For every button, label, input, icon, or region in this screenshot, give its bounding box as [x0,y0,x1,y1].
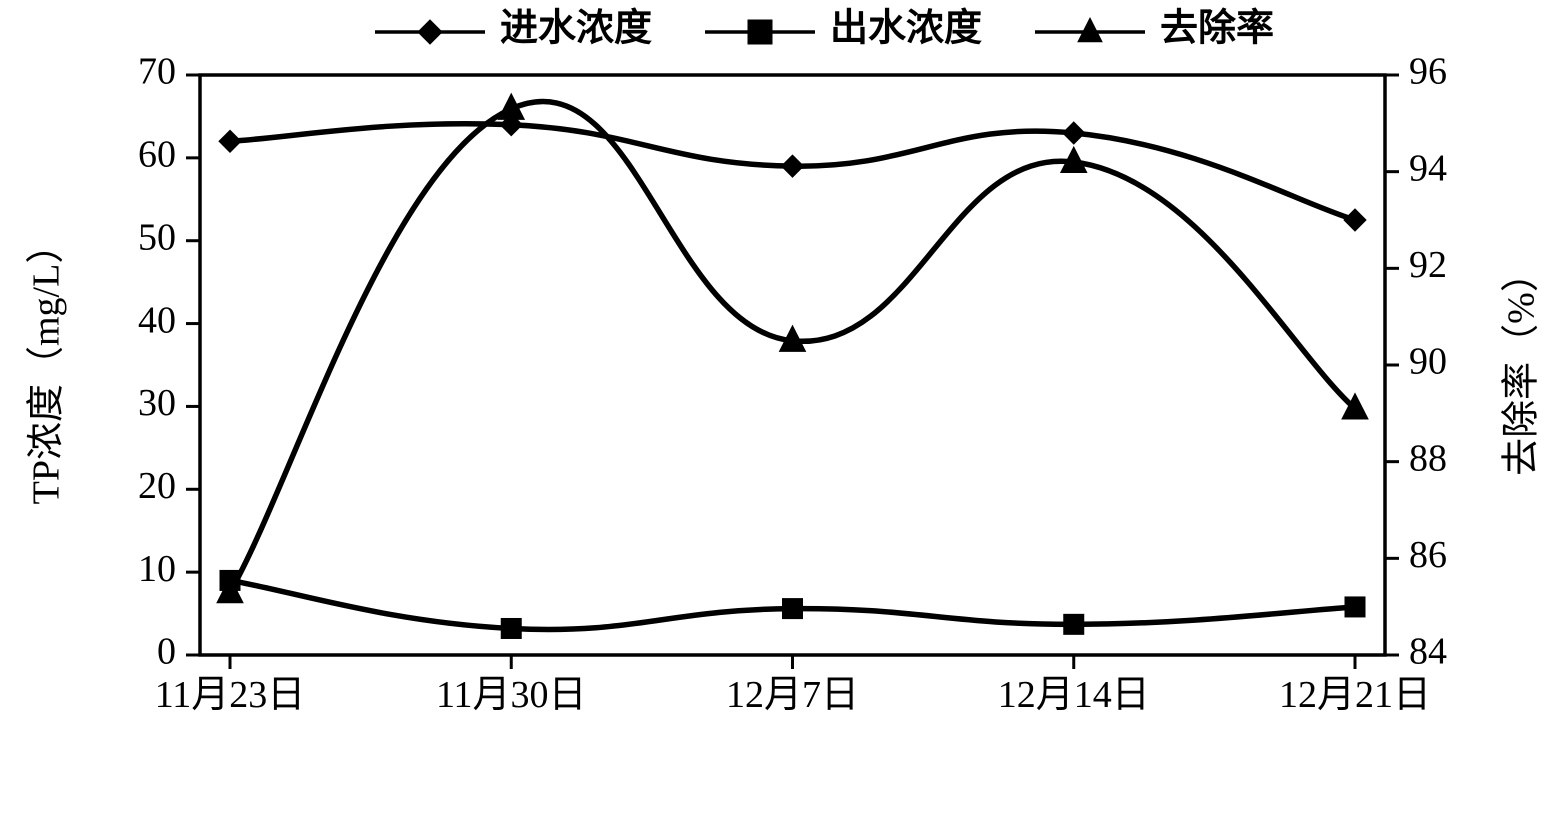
legend-label: 出水浓度 [830,8,982,50]
series-marker-进水浓度 [1344,209,1366,231]
legend-marker [748,20,772,44]
chart-svg: 0 10 20 30 40 50 60 70 TP浓度（mg/L） 84 86 88 90 92 94 96 去… [0,0,1555,817]
yright-tick-label: 96 [1409,51,1447,93]
x-tick-label: 11月23日 [155,674,306,716]
legend-label: 进水浓度 [500,8,652,50]
yright-tick-label: 88 [1409,437,1447,479]
series-marker-进水浓度 [219,130,241,152]
yright-tick-label: 90 [1409,341,1447,383]
series-marker-进水浓度 [1063,122,1085,144]
yleft-tick-label: 20 [138,465,176,507]
yright-tick-label: 94 [1409,147,1447,189]
yright-title: 去除率（%） [1501,254,1543,476]
yright-tick-label: 86 [1409,534,1447,576]
series-marker-出水浓度 [1345,597,1365,617]
yleft-tick-label: 10 [138,548,176,590]
x-tick-label: 12月7日 [726,674,859,716]
series-marker-出水浓度 [501,618,521,638]
x-tick-label: 12月21日 [1279,674,1431,716]
legend-marker [418,20,442,44]
yright-tick-label: 92 [1409,244,1447,286]
yleft-tick-label: 30 [138,382,176,424]
series-marker-进水浓度 [782,155,804,177]
chart-stage: 0 10 20 30 40 50 60 70 TP浓度（mg/L） 84 86 88 90 92 94 96 去… [0,0,1555,817]
yleft-tick-label: 40 [138,299,176,341]
yleft-title: TP浓度（mg/L） [26,226,68,505]
series-marker-出水浓度 [1064,614,1084,634]
yleft-tick-label: 60 [138,134,176,176]
x-tick-label: 11月30日 [436,674,587,716]
series-marker-出水浓度 [783,599,803,619]
x-tick-label: 12月14日 [998,674,1150,716]
yleft-tick-label: 70 [138,51,176,93]
yleft-tick-label: 0 [157,631,176,673]
legend-marker [1078,18,1102,42]
yright-tick-label: 84 [1409,631,1447,673]
legend-label: 去除率 [1160,7,1274,50]
yleft-tick-label: 50 [138,216,176,258]
